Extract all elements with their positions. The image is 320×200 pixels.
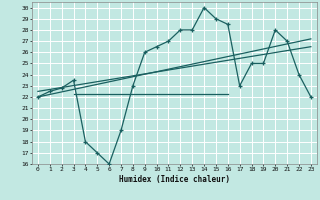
X-axis label: Humidex (Indice chaleur): Humidex (Indice chaleur) — [119, 175, 230, 184]
